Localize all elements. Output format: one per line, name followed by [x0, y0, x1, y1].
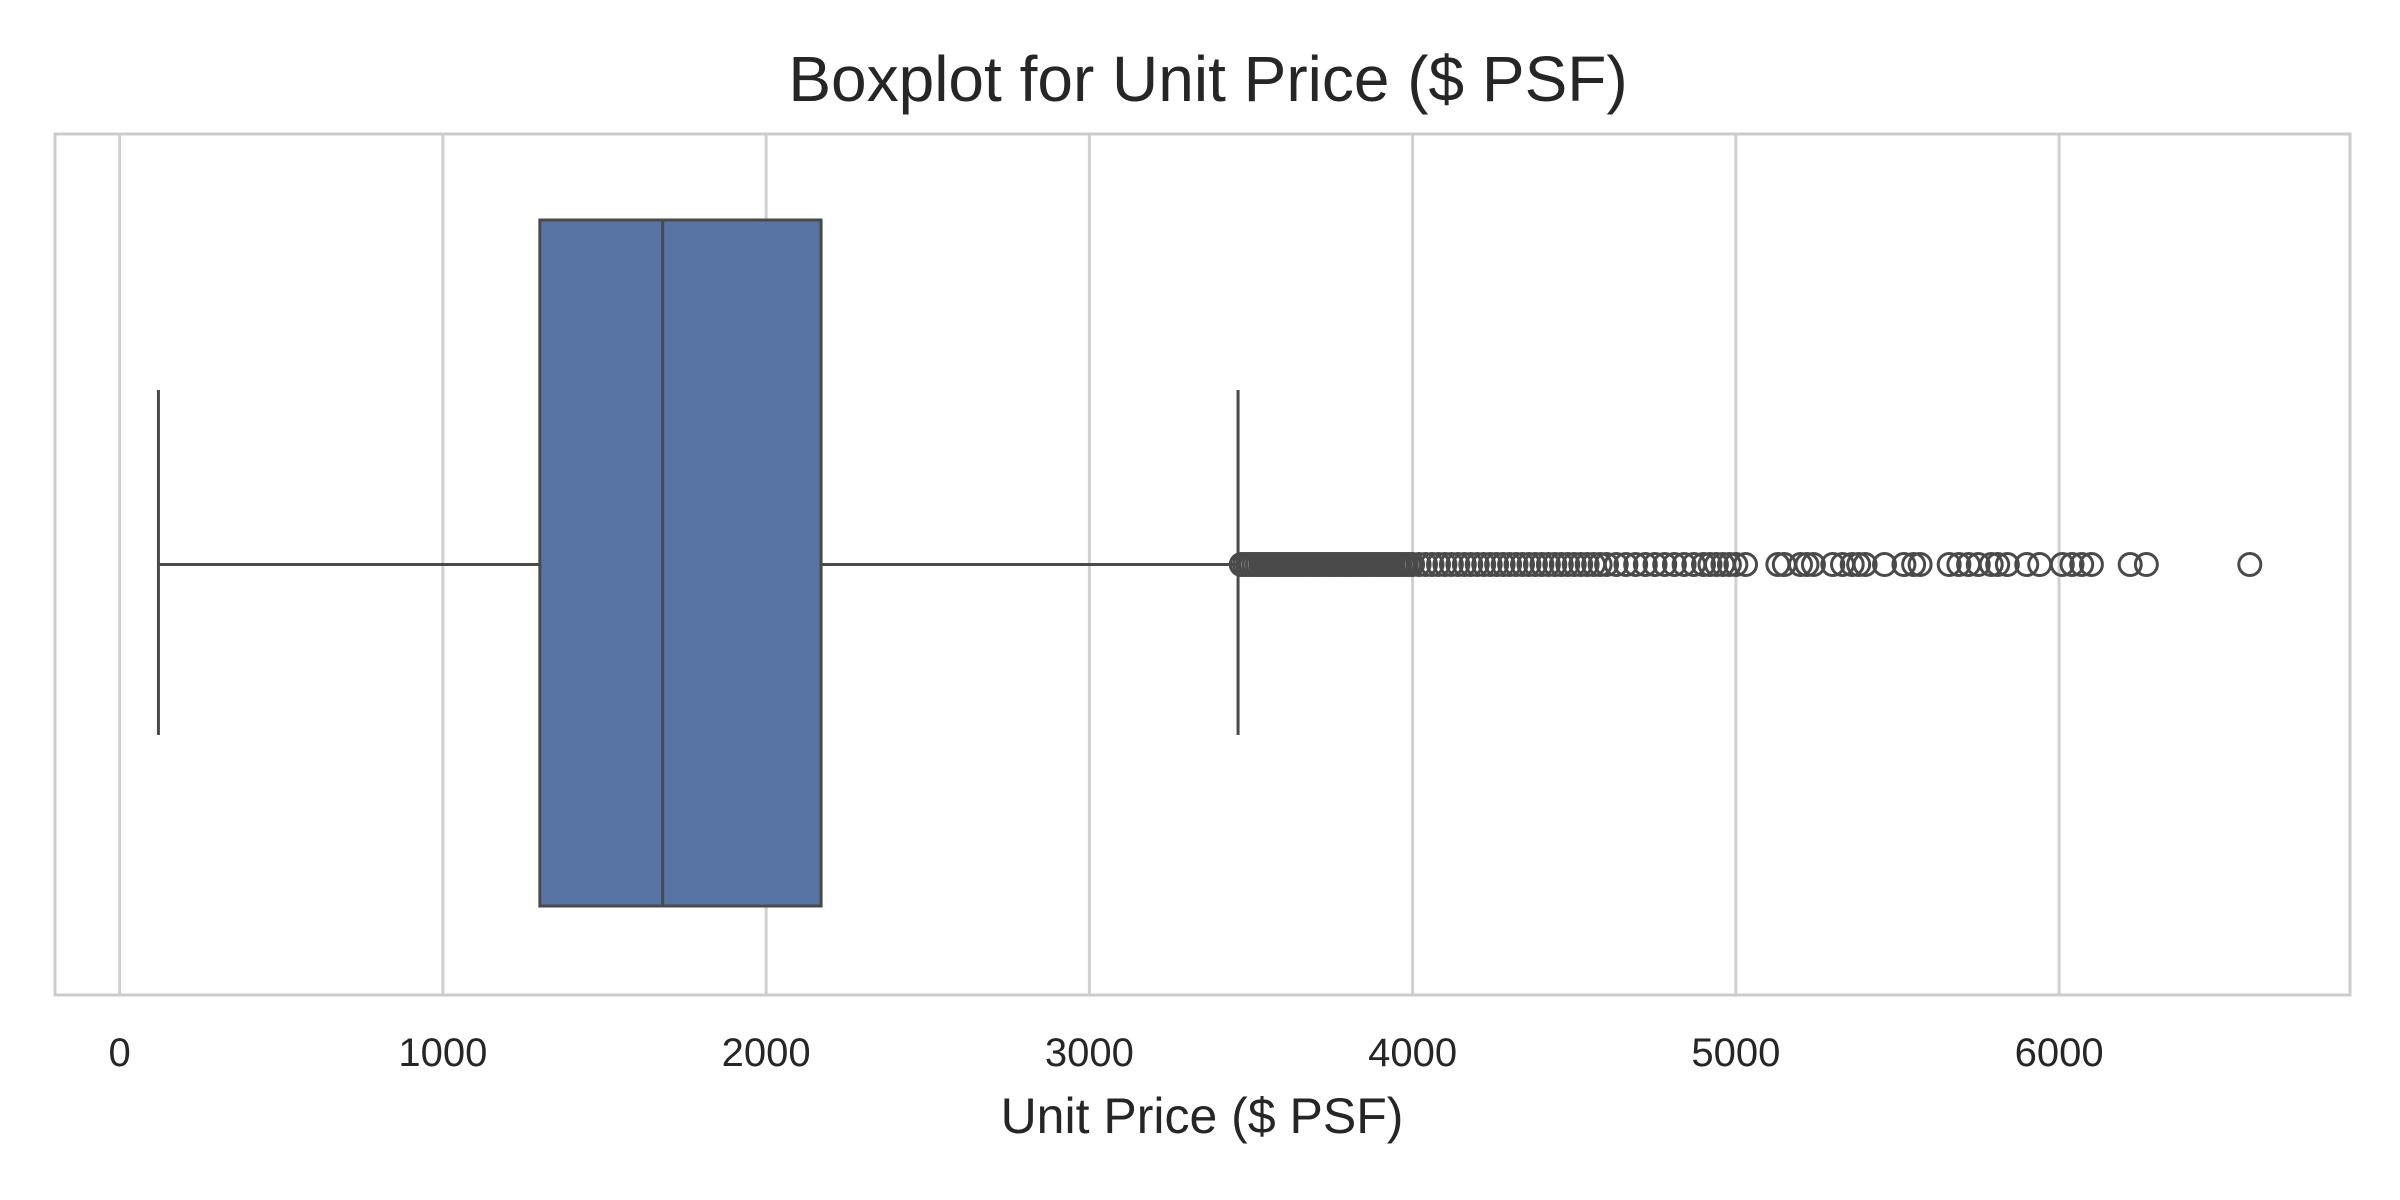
x-tick-label: 0	[109, 1031, 131, 1075]
outlier-point	[2049, 552, 2075, 577]
outlier-point	[1522, 552, 1548, 577]
x-tick-label: 3000	[1045, 1031, 1134, 1075]
outlier-point	[1484, 552, 1510, 577]
outlier-point	[1691, 552, 1717, 577]
outlier-point	[1936, 552, 1962, 577]
outlier-point	[1661, 552, 1687, 577]
chart-title: Boxplot for Unit Price ($ PSF)	[788, 43, 1627, 115]
outlier-point	[1978, 552, 2004, 577]
outlier-point	[1965, 552, 1991, 577]
outlier-point	[1490, 552, 1516, 577]
outlier-point	[1642, 552, 1668, 577]
outlier-point	[1510, 552, 1536, 577]
outlier-point	[1406, 552, 1432, 577]
box-layer	[156, 218, 1240, 908]
outlier-point	[1985, 552, 2011, 577]
outlier-point	[1994, 552, 2020, 577]
outlier-point	[1872, 552, 1898, 577]
outlier-point	[1555, 552, 1581, 577]
plot-frame	[53, 132, 2352, 997]
outlier-point	[1671, 552, 1697, 577]
outlier-point	[1946, 552, 1972, 577]
tick-layer: 0 1000 2000 3000 4000 5000 6000	[109, 1031, 2104, 1075]
outlier-point	[1901, 552, 1927, 577]
outlier-point	[1794, 552, 1820, 577]
x-tick-label: 5000	[1691, 1031, 1780, 1075]
outlier-point	[2078, 552, 2104, 577]
outlier-point	[1594, 552, 1620, 577]
x-axis-label: Unit Price ($ PSF)	[1001, 1088, 1404, 1144]
outlier-point	[1800, 552, 1826, 577]
outlier-point	[1503, 552, 1529, 577]
outlier-point	[1471, 552, 1497, 577]
outlier-layer	[1228, 552, 2263, 577]
outlier-point	[1733, 552, 1759, 577]
outlier-point	[1846, 552, 1872, 577]
outlier-point	[1820, 552, 1846, 577]
outlier-point	[1516, 552, 1542, 577]
outlier-point	[1477, 552, 1503, 577]
outlier-point	[1445, 552, 1471, 577]
outlier-point	[1603, 552, 1629, 577]
outlier-point	[1568, 552, 1594, 577]
outlier-point	[1432, 552, 1458, 577]
x-tick-label: 2000	[722, 1031, 811, 1075]
x-tick-label: 1000	[398, 1031, 487, 1075]
outlier-point	[2027, 552, 2053, 577]
outlier-point	[1464, 552, 1490, 577]
outlier-point	[1787, 552, 1813, 577]
outlier-point	[1652, 552, 1678, 577]
iqr-box	[538, 218, 823, 908]
outlier-point	[1561, 552, 1587, 577]
outlier-point	[1891, 552, 1917, 577]
outlier-point	[1587, 552, 1613, 577]
outlier-point	[2133, 552, 2159, 577]
outlier-point	[1697, 552, 1723, 577]
x-tick-label: 4000	[1368, 1031, 1457, 1075]
outlier-point	[1907, 552, 1933, 577]
outlier-point	[2014, 552, 2040, 577]
outlier-point	[2069, 552, 2095, 577]
outlier-point	[1632, 552, 1658, 577]
outlier-point	[1419, 552, 1445, 577]
outlier-point	[1723, 552, 1749, 577]
outlier-point	[1703, 552, 1729, 577]
outlier-point	[1400, 552, 1426, 577]
outlier-point	[1574, 552, 1600, 577]
outlier-point	[1535, 552, 1561, 577]
outlier-point	[1425, 552, 1451, 577]
x-tick-label: 6000	[2015, 1031, 2104, 1075]
outlier-point	[1451, 552, 1477, 577]
outlier-point	[2237, 552, 2263, 577]
outlier-point	[1623, 552, 1649, 577]
outlier-point	[1438, 552, 1464, 577]
outlier-point	[1458, 552, 1484, 577]
outlier-point	[1497, 552, 1523, 577]
outlier-point	[1542, 552, 1568, 577]
outlier-point	[2059, 552, 2085, 577]
outlier-point	[1413, 552, 1439, 577]
outlier-point	[1529, 552, 1555, 577]
outlier-point	[2117, 552, 2143, 577]
outlier-point	[1613, 552, 1639, 577]
outlier-point	[1716, 552, 1742, 577]
outlier-point	[1852, 552, 1878, 577]
outlier-point	[1548, 552, 1574, 577]
outlier-point	[1839, 552, 1865, 577]
